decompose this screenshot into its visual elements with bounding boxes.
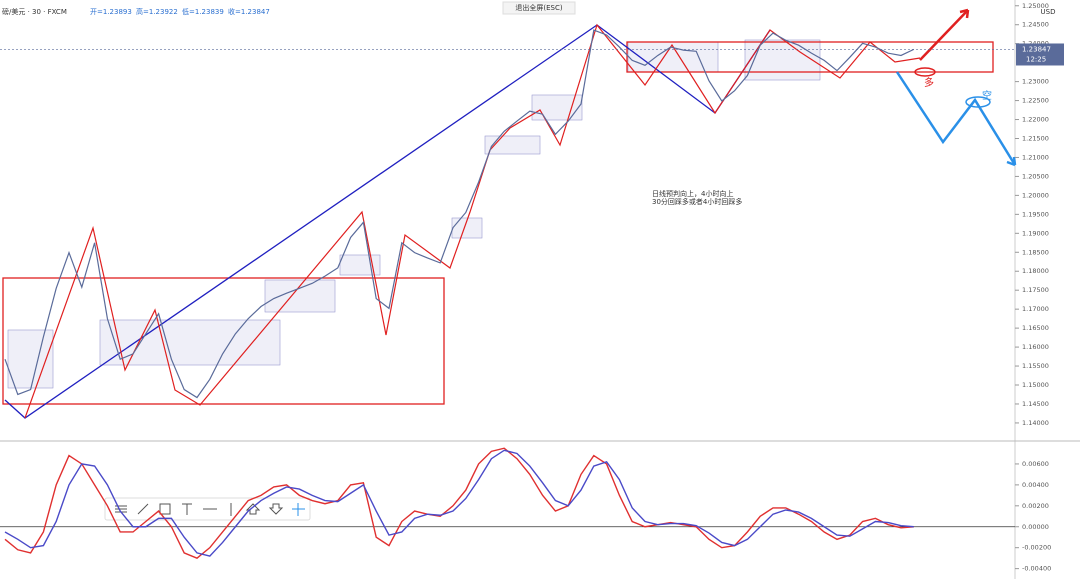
exit-fullscreen-label[interactable]: 退出全屏(ESC) (515, 3, 562, 12)
long-label: 多 (924, 76, 934, 89)
y-tick-label: 1.20000 (1022, 191, 1049, 199)
long-arrow (914, 8, 970, 77)
y-tick-label: 1.21000 (1022, 153, 1049, 161)
y-tick-label: 1.21500 (1022, 134, 1049, 142)
y-tick-label: 1.19500 (1022, 210, 1049, 218)
forecast-arrows (895, 71, 1017, 167)
series-line (4, 447, 914, 559)
y-tick-label: 1.15500 (1022, 362, 1049, 370)
short-label: 空 (982, 89, 992, 102)
series-line (4, 449, 914, 557)
y-tick-label: 0.00000 (1022, 523, 1049, 531)
last-price-label: 1.23847 (1022, 45, 1051, 53)
y-tick-label: 1.25000 (1022, 2, 1049, 10)
y-tick-label: 1.23000 (1022, 78, 1049, 86)
series-line (4, 29, 915, 399)
annotation-text: 30分回踩多或者4小时回踩多 (652, 197, 742, 206)
range-boxes (2, 41, 994, 405)
tool-up[interactable] (245, 503, 261, 515)
y-tick-label: 1.18500 (1022, 248, 1049, 256)
ohlc-value: 开=1.23893 (90, 8, 132, 16)
countdown: 12:25 (1026, 55, 1046, 63)
last-price-box (1016, 43, 1064, 66)
y-tick-label: 1.22000 (1022, 116, 1049, 124)
y-tick-label: 0.00200 (1022, 502, 1049, 510)
y-tick-label: 1.17500 (1022, 286, 1049, 294)
y-tick-label: 1.14500 (1022, 400, 1049, 408)
y-tick-label: 1.22500 (1022, 97, 1049, 105)
annotation-text: 日线预判向上，4小时向上 (652, 189, 733, 198)
exit-fullscreen-button[interactable] (502, 1, 576, 15)
ohlc-value: 高=1.23922 (136, 7, 178, 16)
tool-trend[interactable] (137, 503, 149, 515)
drawing-toolbar (104, 497, 311, 521)
tool-down[interactable] (268, 503, 284, 515)
y-tick-label: 1.16000 (1022, 343, 1049, 351)
ohlc-value: 收=1.23847 (228, 7, 270, 16)
y-tick-label: -0.00400 (1022, 565, 1051, 573)
y-tick-label: 1.14000 (1022, 419, 1049, 427)
y-tick-label: 1.19000 (1022, 229, 1049, 237)
tool-rect[interactable] (159, 503, 171, 515)
y-tick-label: 0.00400 (1022, 481, 1049, 489)
tool-text[interactable] (182, 503, 192, 515)
axis-unit: USD (1041, 8, 1056, 16)
ohlc-readout: 开=1.23893 高=1.23922 低=1.23839 收=1.23847 (90, 7, 270, 16)
y-tick-label: 1.18000 (1022, 267, 1049, 275)
symbol-title: 磅/美元 · 30 · FXCM (2, 7, 67, 16)
y-tick-label: 1.24500 (1022, 21, 1049, 29)
y-tick-label: 1.20500 (1022, 172, 1049, 180)
y-tick-label: -0.00200 (1022, 544, 1051, 552)
y-tick-label: 1.16500 (1022, 324, 1049, 332)
zigzag (24, 23, 921, 419)
y-tick-label: 1.15000 (1022, 381, 1049, 389)
y-tick-label: 0.00600 (1022, 460, 1049, 468)
tool-cross[interactable] (292, 503, 305, 516)
ohlc-value: 低=1.23839 (182, 7, 224, 16)
y-tick-label: 1.17000 (1022, 305, 1049, 313)
